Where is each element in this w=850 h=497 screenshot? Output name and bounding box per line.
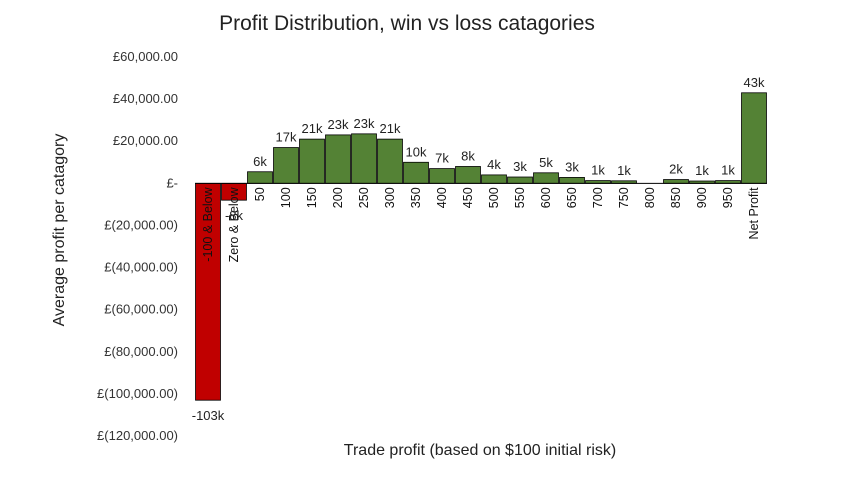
x-tick-label: -100 & Below [201,186,215,261]
bar-450 [455,166,481,184]
y-tick-label: £(100,000.00) [97,386,178,401]
data-label: 2k [669,162,683,177]
y-tick-label: £(80,000.00) [104,344,178,359]
y-tick-label: £(40,000.00) [104,260,178,275]
y-tick-label: £- [166,175,178,190]
y-axis-ticks: £60,000.00 £40,000.00 £20,000.00 £- £(20,000… [97,49,178,443]
bar-400 [429,168,455,184]
bar-50 [247,171,273,184]
data-label: 8k [461,148,475,163]
bars-group [195,92,767,401]
y-tick-label: £40,000.00 [113,91,178,106]
x-tick-label: 550 [513,187,527,208]
data-label: 3k [513,159,527,174]
x-tick-label: 400 [435,187,449,208]
data-label: 23k [354,116,375,131]
data-label: 21k [302,121,323,136]
x-tick-label: 450 [461,187,475,208]
x-tick-label: 150 [305,187,319,208]
y-tick-label: £20,000.00 [113,133,178,148]
data-label: 17k [276,130,297,145]
bar-850 [663,179,689,184]
x-tick-label: 200 [331,187,345,208]
y-tick-label: £(120,000.00) [97,428,178,443]
bar-350 [403,161,429,184]
x-tick-label: 50 [253,187,267,201]
x-tick-label: 650 [565,187,579,208]
bar-550 [507,176,533,184]
bar-300 [377,138,403,184]
x-tick-label: 300 [383,187,397,208]
x-tick-label: 700 [591,187,605,208]
data-label: 43k [744,75,765,90]
x-tick-label: 850 [669,187,683,208]
y-axis-title: Average profit per catagory [51,134,68,327]
x-tick-label: Net Profit [747,187,761,240]
data-label: 1k [617,163,631,178]
y-tick-label: £(60,000.00) [104,302,178,317]
bar-600 [533,172,559,184]
data-label: -8k [225,208,244,223]
data-label: 21k [380,121,401,136]
x-tick-label: 950 [721,187,735,208]
bar-150 [299,138,325,184]
bar-250 [351,133,377,184]
data-label: 5k [539,155,553,170]
data-label: 6k [253,154,267,169]
x-tick-label: 250 [357,187,371,208]
data-label: -103k [192,408,225,423]
y-tick-label: £60,000.00 [113,49,178,64]
y-tick-label: £(20,000.00) [104,217,178,232]
x-axis-title: Trade profit (based on $100 initial risk… [344,442,616,459]
data-label: 7k [435,151,449,166]
bar-200 [325,134,351,184]
x-tick-label: 750 [617,187,631,208]
x-tick-label: 900 [695,187,709,208]
bar-500 [481,174,507,184]
data-label: 3k [565,159,579,174]
bar-650 [559,177,585,184]
x-tick-label: 600 [539,187,553,208]
data-labels: -103k -8k 6k 17k 21k 23k 23k 21k 10k 7k 8k 4k 3k 5k 3k… [192,75,765,423]
x-tick-label: 350 [409,187,423,208]
bar-100 [273,147,299,184]
x-axis-tick-labels: -100 & Below Zero & Below 50 100 150 200 250 30… [201,186,761,262]
bar-net-profit [741,92,767,184]
x-tick-label: Zero & Below [227,186,241,262]
x-tick-label: 100 [279,187,293,208]
data-label: 4k [487,157,501,172]
data-label: 23k [328,117,349,132]
x-tick-label: 500 [487,187,501,208]
data-label: 1k [695,163,709,178]
data-label: 10k [406,144,427,159]
data-label: 1k [721,163,735,178]
x-tick-label: 800 [643,187,657,208]
chart-title: Profit Distribution, win vs loss catagor… [219,12,595,35]
data-label: 1k [591,163,605,178]
bar-100-below [195,182,221,401]
